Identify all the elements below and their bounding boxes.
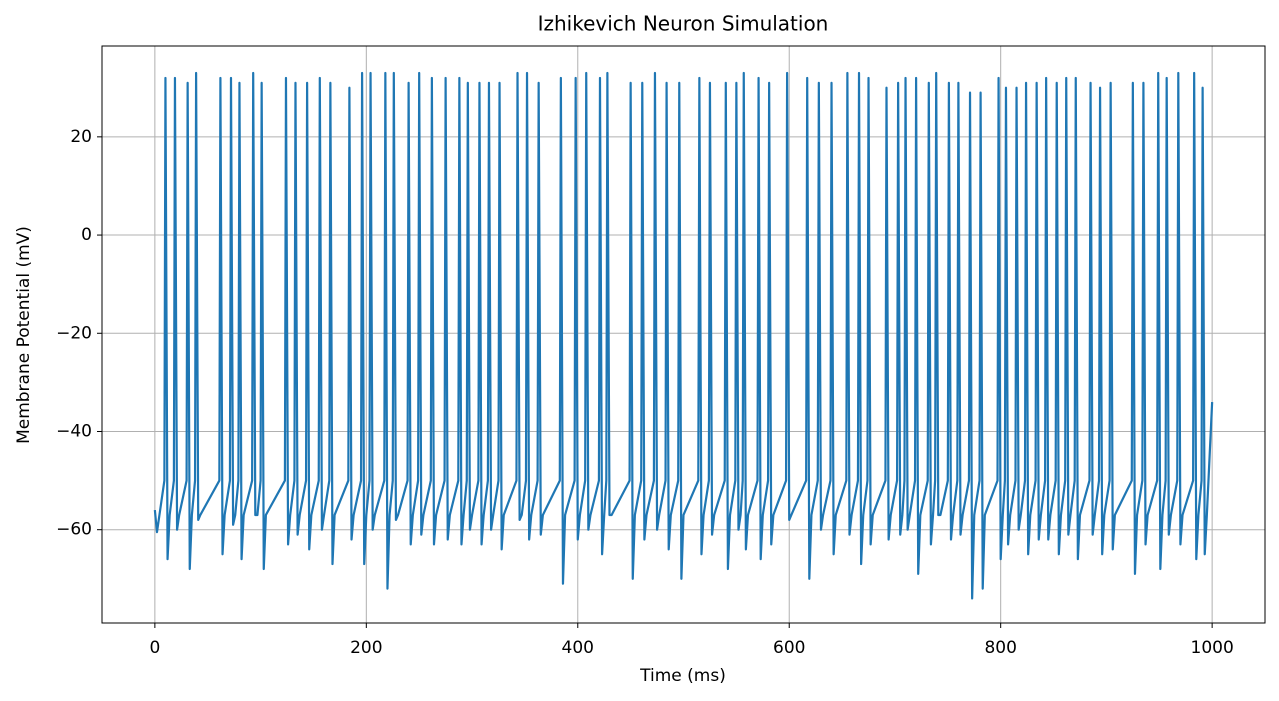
y-tick-label: 20: [70, 127, 92, 147]
y-tick-label: 0: [81, 225, 92, 245]
x-tick-label: 0: [149, 638, 160, 658]
y-tick-label: −20: [56, 323, 92, 343]
x-tick-label: 600: [773, 638, 805, 658]
y-axis-label: Membrane Potential (mV): [14, 226, 34, 444]
x-axis-label: Time (ms): [639, 666, 726, 686]
x-tick-label: 400: [562, 638, 594, 658]
x-tick-label: 1000: [1191, 638, 1234, 658]
y-tick-label: −40: [56, 421, 92, 441]
x-tick-label: 200: [350, 638, 382, 658]
x-tick-label: 800: [984, 638, 1016, 658]
chart-title: Izhikevich Neuron Simulation: [538, 12, 829, 36]
data-line: [153, 71, 1214, 600]
plot-frame: [101, 45, 1266, 624]
y-tick-label: −60: [56, 520, 92, 540]
